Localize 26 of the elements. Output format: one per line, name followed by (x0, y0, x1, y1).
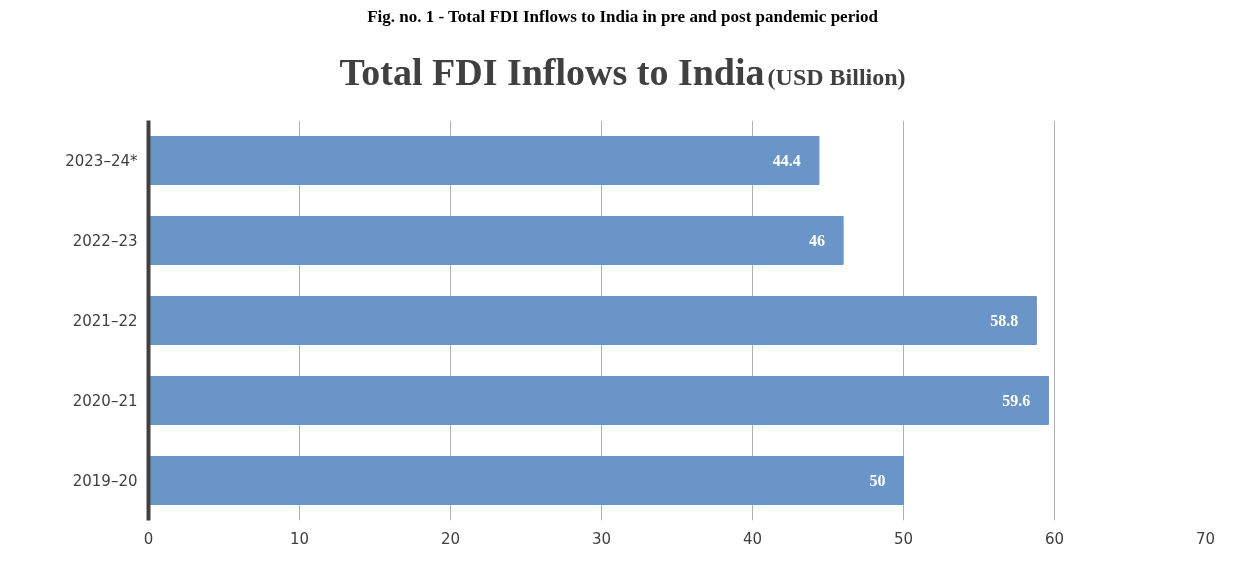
bar (148, 216, 844, 265)
x-tick-label: 30 (591, 529, 612, 548)
x-tick-label: 70 (1195, 529, 1216, 548)
y-tick-label: 2022–23 (72, 231, 138, 250)
data-label: 50 (869, 472, 886, 489)
bar (148, 136, 820, 185)
x-tick-label: 0 (143, 529, 154, 548)
bar (148, 456, 904, 505)
data-label: 44.4 (772, 152, 801, 169)
chart-subtitle: (USD Billion) (767, 64, 906, 91)
x-tick-label: 10 (289, 529, 310, 548)
x-tick-label: 40 (742, 529, 763, 548)
x-tick-label: 50 (893, 529, 914, 548)
text: Fig. no. 1 - Total FDI Inflows to India in pre and post pandemic period (366, 6, 879, 28)
chart-title: Total FDI Inflows to India (339, 51, 765, 94)
data-label: 59.6 (1002, 392, 1031, 409)
y-tick-label: 2019–20 (72, 471, 138, 490)
bar (148, 376, 1049, 425)
x-tick-label: 20 (440, 529, 461, 548)
y-tick-label: 2023–24* (65, 151, 138, 170)
y-tick-label: 2021–22 (72, 311, 138, 330)
data-label: 46 (808, 232, 825, 249)
data-label: 58.8 (990, 312, 1019, 329)
bar (148, 296, 1037, 345)
x-tick-label: 60 (1044, 529, 1065, 548)
y-tick-label: 2020–21 (72, 391, 138, 410)
